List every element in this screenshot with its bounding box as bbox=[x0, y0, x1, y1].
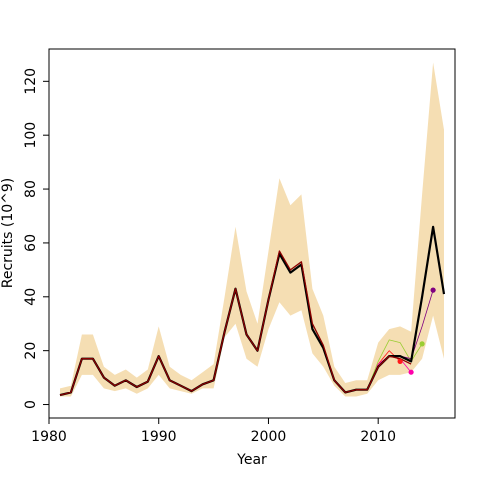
x-axis-label: Year bbox=[236, 452, 267, 468]
x-tick-label: 1990 bbox=[141, 429, 177, 445]
retro-line-3 bbox=[366, 339, 423, 390]
y-axis: 0 20 40 60 80 100 120 bbox=[23, 68, 50, 409]
y-tick-label: 100 bbox=[23, 122, 39, 149]
x-tick-label: 2010 bbox=[360, 429, 396, 445]
series-lines-layer bbox=[59, 225, 446, 397]
y-tick-label: 0 bbox=[23, 400, 39, 409]
y-tick-label: 40 bbox=[23, 288, 39, 306]
retro-end-point-2 bbox=[408, 369, 414, 375]
y-axis-label: Recruits (10^9) bbox=[0, 178, 16, 289]
retro-end-point-1 bbox=[397, 358, 403, 364]
y-tick-label: 120 bbox=[23, 68, 39, 95]
recruitment-overlay-line bbox=[59, 250, 412, 396]
retro-end-point-3 bbox=[419, 341, 425, 347]
x-tick-label: 1980 bbox=[31, 429, 67, 445]
terminal-points-layer bbox=[397, 287, 436, 375]
x-tick-label: 2000 bbox=[251, 429, 287, 445]
y-tick-label: 60 bbox=[23, 234, 39, 252]
confidence-band-layer bbox=[60, 62, 444, 397]
confidence-band bbox=[60, 62, 444, 397]
y-tick-label: 80 bbox=[23, 180, 39, 198]
y-tick-label: 20 bbox=[23, 342, 39, 360]
retro-end-point-4 bbox=[430, 287, 436, 293]
x-axis: 1980 1990 2000 2010 bbox=[31, 417, 396, 445]
